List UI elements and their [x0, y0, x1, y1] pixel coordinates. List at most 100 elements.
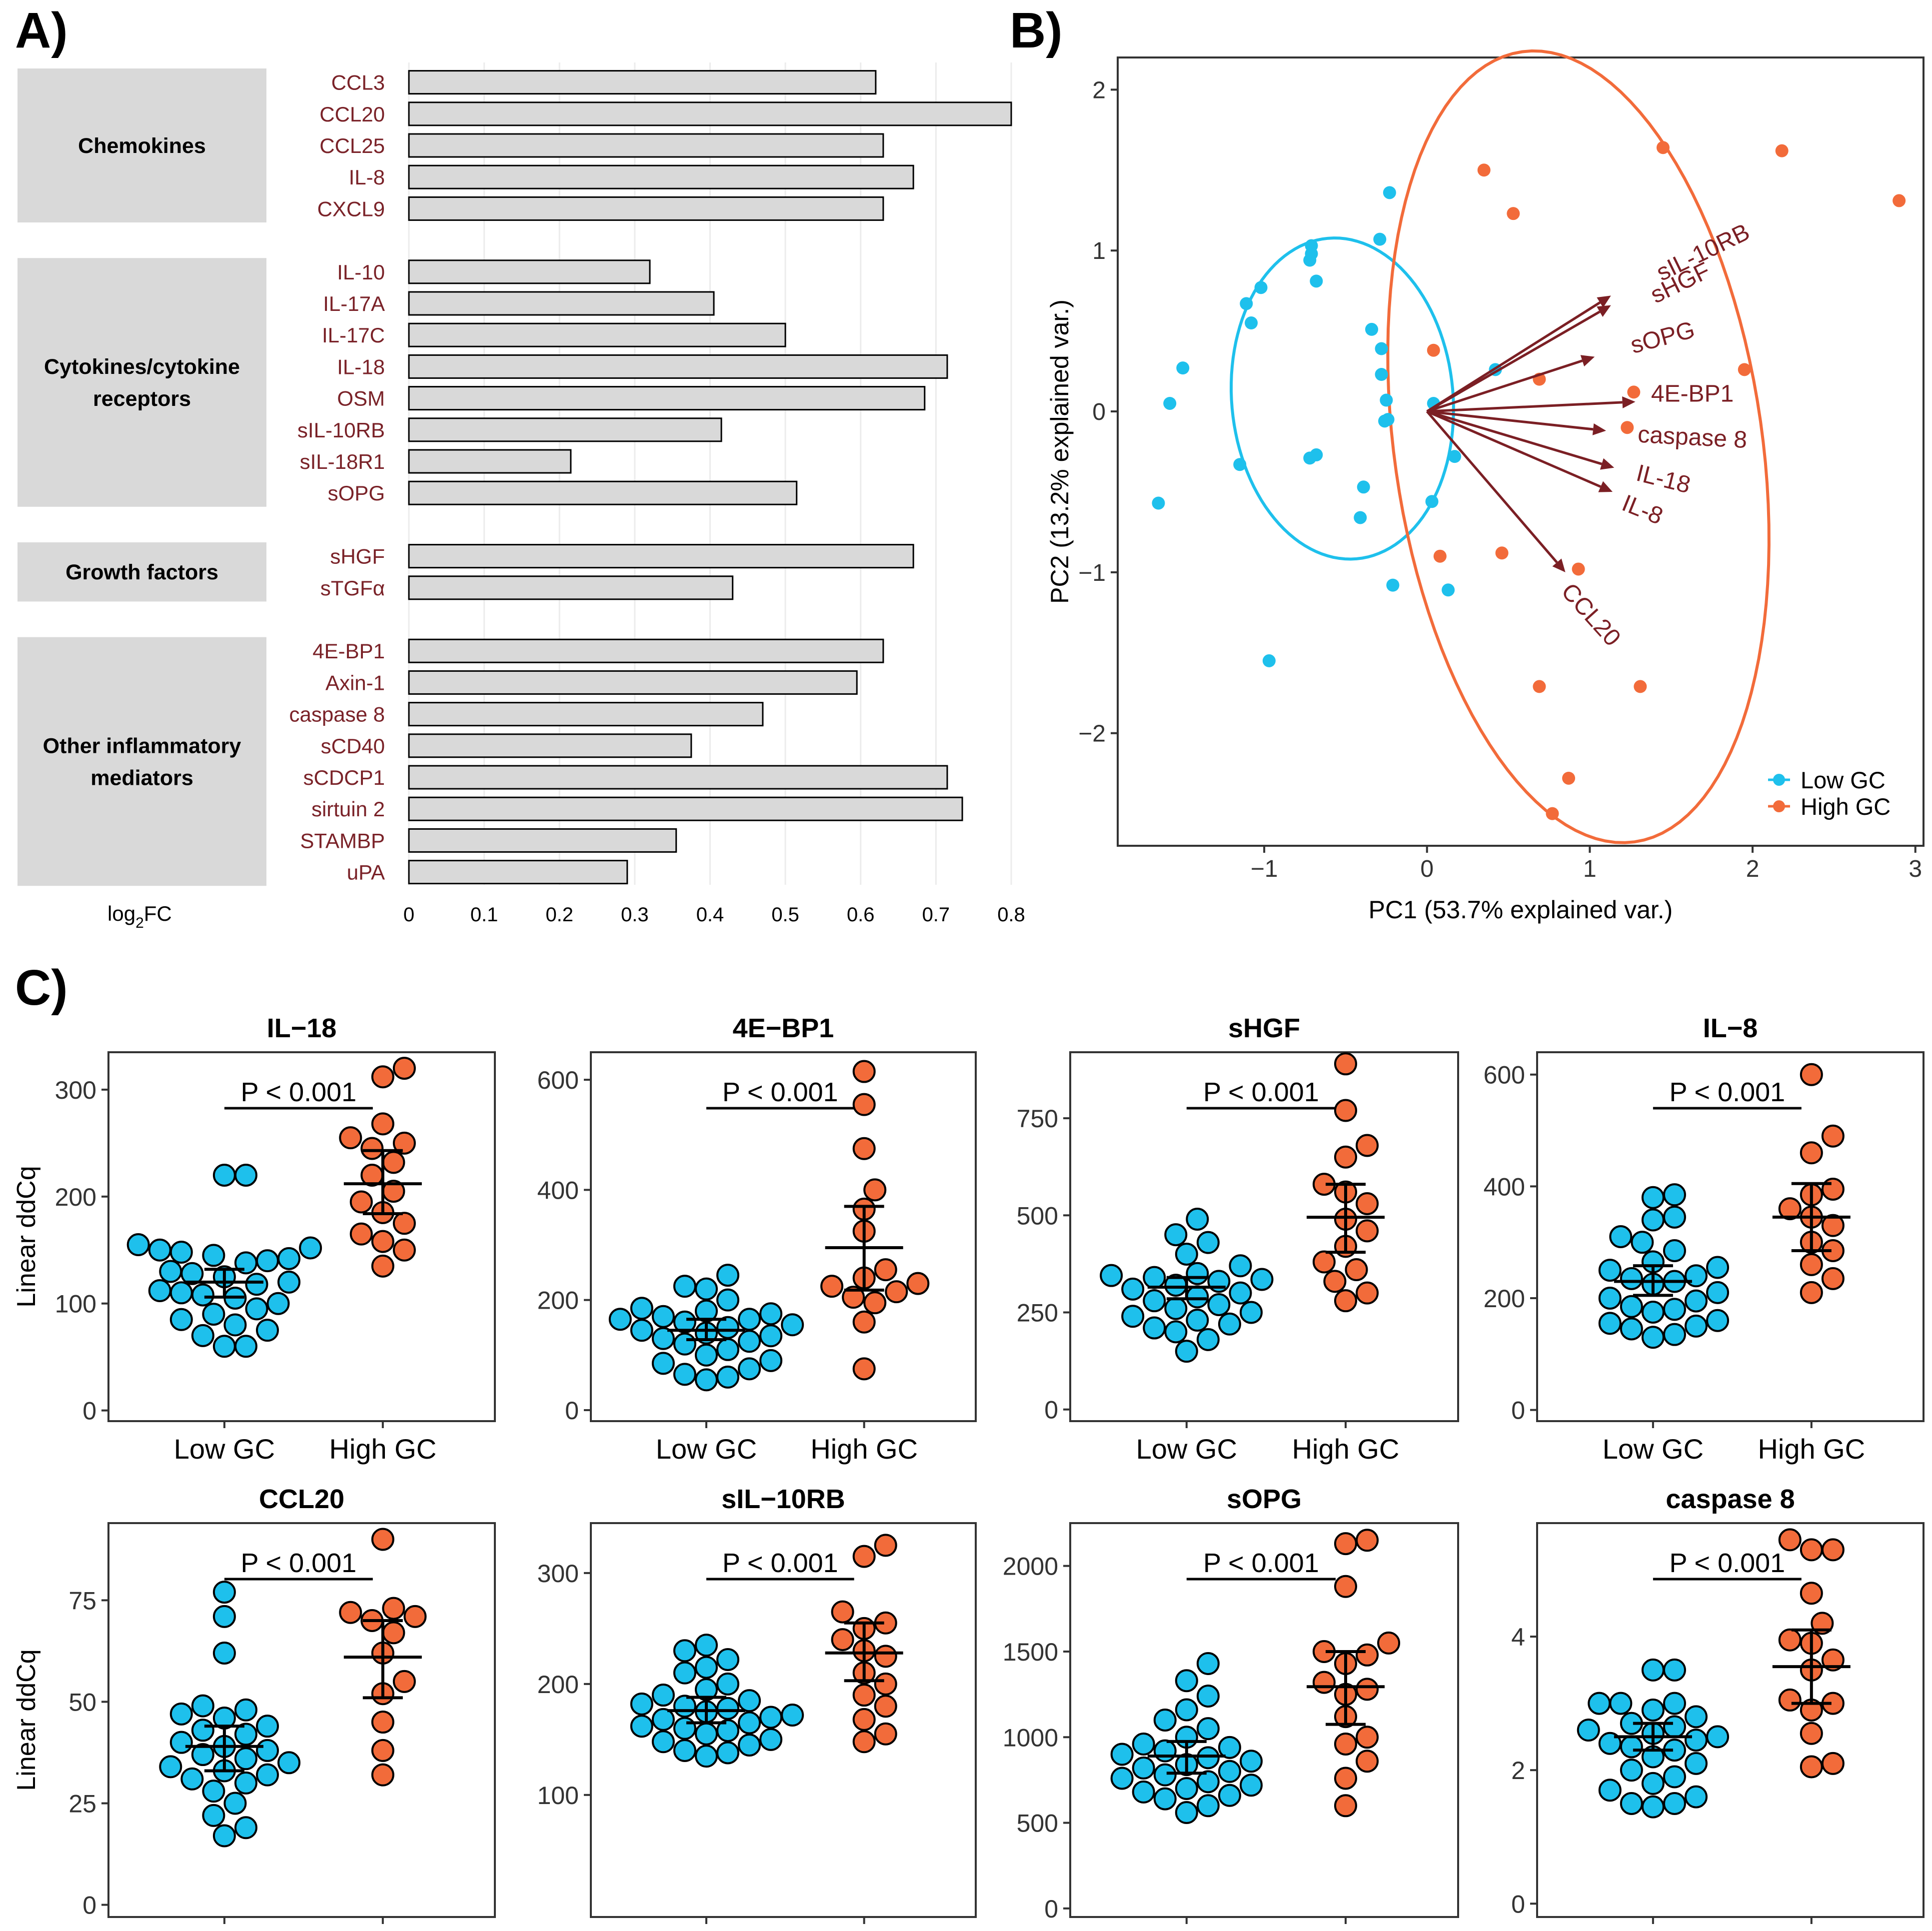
- b-arrow-shaft: [1426, 310, 1601, 413]
- c-point-low: [1218, 1312, 1241, 1336]
- a-bar-label: IL-8: [349, 165, 385, 189]
- c-point-low: [1609, 1692, 1633, 1715]
- c-point-low: [1229, 1254, 1252, 1278]
- c-ytick-label: 25: [68, 1790, 96, 1818]
- c-point-low: [1196, 1685, 1220, 1708]
- a-bar: [408, 354, 948, 379]
- c-point-low: [759, 1324, 783, 1348]
- c-point-low: [1207, 1293, 1231, 1316]
- c-point-low: [1685, 1314, 1708, 1338]
- c-plot-frame: [1536, 1522, 1925, 1918]
- c-point-low: [651, 1708, 675, 1731]
- c-plot-frame: [1069, 1051, 1459, 1422]
- b-point-low: [1378, 414, 1392, 428]
- c-point-low: [1143, 1266, 1166, 1289]
- b-plot-frame: [1117, 56, 1925, 847]
- c-ytick-label: 600: [1484, 1061, 1525, 1089]
- b-point-high: [1546, 807, 1559, 820]
- a-xtick-label: 0.5: [771, 904, 799, 926]
- c-point-low: [1663, 1239, 1686, 1262]
- c-xtick-label: Low GC: [1136, 1929, 1237, 1931]
- panel-b-pca-biplot: −1 0 1 2 3 −2 −1 0 1 2 PC1 (53.7% explained var.) P…: [1046, 49, 1925, 924]
- c-point-low: [716, 1697, 740, 1720]
- b-point-low: [1373, 232, 1387, 246]
- c-point-low: [651, 1684, 675, 1707]
- c-ytick-label: 0: [1044, 1895, 1058, 1923]
- c-point-low: [169, 1702, 193, 1726]
- c-ylabel: Linear ddCq: [12, 1166, 41, 1307]
- c-xtick-label: High GC: [810, 1433, 918, 1465]
- b-ytick-label: 0: [1092, 399, 1106, 425]
- c-point-low: [695, 1343, 718, 1367]
- c-point-low: [191, 1324, 214, 1347]
- a-bar-label: sCD40: [321, 734, 385, 758]
- a-bar-label: CCL25: [319, 134, 385, 157]
- a-bar: [408, 860, 628, 885]
- c-point-low: [1196, 1328, 1220, 1351]
- b-point-low: [1240, 297, 1253, 310]
- b-point-high: [1427, 343, 1440, 357]
- c-point-high: [885, 1280, 908, 1304]
- c-plot-frame: [590, 1051, 977, 1422]
- c-point-high: [1778, 1528, 1802, 1552]
- c-xtick-label: Low GC: [1136, 1433, 1237, 1465]
- c-point-high: [874, 1722, 897, 1746]
- c-point-low: [1641, 1772, 1665, 1795]
- c-point-low: [212, 1335, 236, 1358]
- b-arrow-shaft: [1426, 410, 1558, 563]
- c-point-low: [716, 1648, 740, 1672]
- c-point-low: [1598, 1259, 1622, 1282]
- a-bar-label: uPA: [347, 861, 385, 884]
- c-pvalue-label: P < 0.001: [1203, 1548, 1319, 1578]
- c-point-low: [191, 1283, 214, 1307]
- c-point-high: [852, 1545, 876, 1568]
- b-arrow-head: [1580, 355, 1595, 367]
- c-point-high: [1778, 1197, 1802, 1221]
- c-point-low: [1186, 1309, 1209, 1332]
- b-point-low: [1233, 458, 1247, 471]
- c-point-low: [1186, 1285, 1209, 1309]
- c-point-low: [212, 1824, 236, 1848]
- b-ellipse-high: [1386, 49, 1771, 844]
- c-point-low: [1598, 1779, 1622, 1802]
- c-xtick-label: Low GC: [656, 1433, 757, 1465]
- c-point-low: [759, 1302, 783, 1326]
- c-point-low: [673, 1310, 696, 1334]
- c-point-high: [1356, 1281, 1379, 1305]
- a-bar-label: sCDCP1: [303, 766, 385, 789]
- c-point-low: [673, 1363, 696, 1386]
- b-legend-label: High GC: [1801, 793, 1891, 820]
- a-group-box: [17, 258, 266, 507]
- c-point-high: [852, 1137, 876, 1160]
- c-point-low: [1153, 1787, 1177, 1811]
- c-point-low: [1663, 1715, 1686, 1739]
- a-bar: [408, 133, 884, 158]
- c-point-high: [863, 1178, 887, 1202]
- c-ytick-label: 100: [55, 1290, 96, 1318]
- c-point-low: [1143, 1289, 1166, 1313]
- c-panel-title: sHGF: [1228, 1013, 1300, 1043]
- b-arrow-head: [1622, 396, 1636, 408]
- c-point-low: [1110, 1743, 1134, 1766]
- c-point-high: [1800, 1538, 1823, 1562]
- a-bar: [408, 164, 914, 189]
- c-xtick-label: Low GC: [174, 1929, 275, 1931]
- b-ytick-label: 1: [1092, 238, 1106, 264]
- c-point-low: [630, 1715, 653, 1738]
- a-bar: [408, 670, 858, 695]
- c-point-low: [738, 1308, 761, 1331]
- a-group-box: [17, 68, 266, 222]
- c-point-high: [1334, 1794, 1357, 1818]
- c-point-high: [1800, 1253, 1823, 1276]
- c-ytick-label: 200: [55, 1183, 96, 1211]
- a-bar-label: 4E-BP1: [312, 639, 385, 663]
- c-point-high: [852, 1708, 876, 1731]
- c-point-low: [1207, 1270, 1231, 1293]
- b-arrow-label: caspase 8: [1637, 421, 1748, 453]
- c-ytick-label: 2: [1511, 1757, 1525, 1785]
- c-ytick-label: 0: [82, 1892, 96, 1920]
- c-point-low: [1196, 1652, 1220, 1675]
- b-xtick-label: 3: [1909, 856, 1922, 882]
- c-point-high: [349, 1222, 373, 1246]
